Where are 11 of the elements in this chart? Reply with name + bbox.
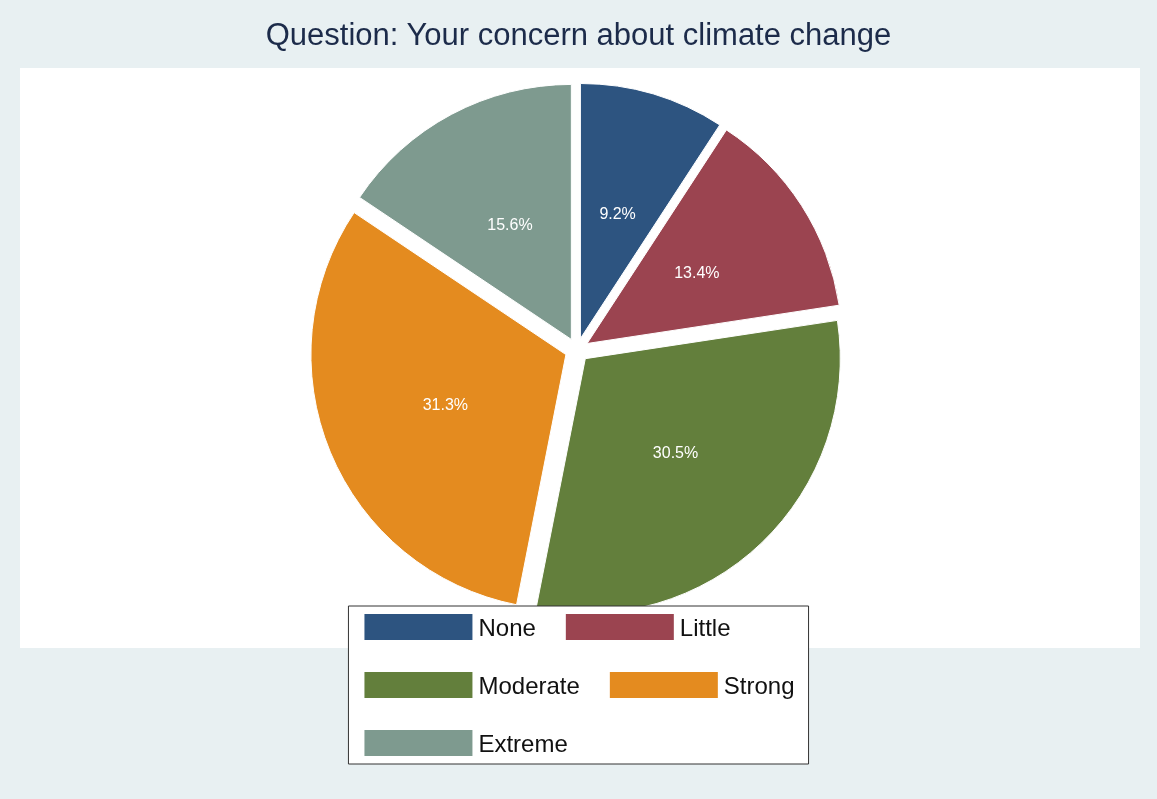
legend-label: Strong [723, 671, 795, 699]
legend-label: Extreme [478, 729, 568, 757]
data-label: 13.4% [674, 264, 720, 282]
data-label: 30.5% [652, 444, 699, 462]
legend-label: Moderate [478, 671, 580, 699]
data-label: 15.6% [487, 215, 533, 233]
chart-title: Question: Your concern about climate change [265, 17, 892, 52]
data-label: 9.2% [599, 204, 636, 222]
legend-label: Little [679, 613, 731, 641]
data-label: 31.3% [422, 396, 469, 414]
legend-label: None [478, 613, 536, 641]
